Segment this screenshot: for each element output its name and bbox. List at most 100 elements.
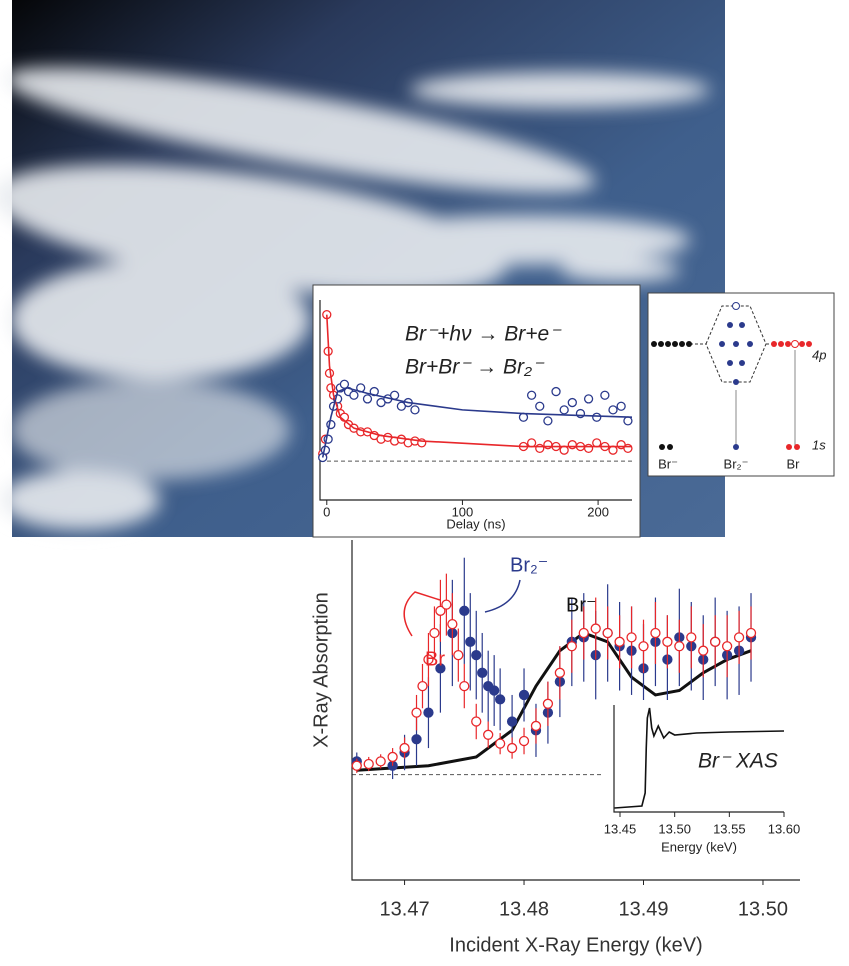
y-axis-label: X-Ray Absorption (310, 592, 332, 748)
data-point (459, 680, 470, 692)
orbital-label: 4p (812, 347, 826, 362)
data-point (616, 401, 626, 411)
data-point (710, 636, 721, 647)
data-point (506, 716, 518, 727)
data-point (551, 386, 561, 397)
data-point (733, 632, 745, 643)
data-point (483, 729, 494, 740)
data-point (554, 667, 566, 678)
data-point (608, 405, 618, 415)
data-point (349, 390, 359, 400)
fit-line (614, 707, 785, 809)
data-point (698, 645, 709, 656)
data-point (721, 641, 733, 652)
data-point (471, 716, 482, 727)
data-point (435, 663, 446, 674)
x-tick-label: 0 (323, 504, 330, 519)
data-point (542, 698, 554, 709)
axes (351, 540, 800, 881)
data-point (417, 680, 428, 692)
data-point (351, 760, 362, 771)
data-point (535, 401, 545, 411)
chart: 0 100 200 Delay (ns) Br⁻+hν → Br+e⁻ Br+Br⁻ → … (318, 300, 633, 531)
data-point (608, 445, 618, 455)
data-point (592, 438, 602, 448)
data-point (375, 756, 386, 767)
data-point (745, 627, 757, 639)
data-point (387, 751, 398, 763)
data-point (526, 390, 537, 400)
data-point (339, 379, 350, 389)
data-point (623, 443, 633, 454)
data-point (471, 649, 482, 661)
inset-background (602, 700, 802, 862)
level-label: Br₂⁻ (724, 456, 749, 471)
data-point (410, 405, 420, 415)
level-label: Br⁻ (658, 456, 678, 471)
arrow (403, 591, 441, 637)
data-point (592, 412, 602, 422)
data-point (567, 440, 577, 450)
data-point (453, 649, 464, 661)
data-point (614, 636, 625, 647)
data-point (567, 397, 577, 408)
data-point (590, 623, 601, 634)
x-tick-label: 13.49 (618, 898, 668, 920)
level-label: Br (787, 456, 801, 471)
data-point (441, 599, 452, 610)
data-point (583, 443, 594, 454)
data-point (650, 627, 661, 639)
chart: 13.45 13.50 13.55 13.60 Energy (keV) Br⁻ XAS (602, 700, 802, 862)
x-tick-label: 100 (452, 504, 474, 519)
fit-line (325, 314, 632, 448)
data-point (363, 758, 374, 770)
data-point (530, 720, 542, 732)
x-axis-label: Energy (keV) (661, 839, 737, 854)
data-point (435, 605, 446, 616)
data-point (518, 735, 530, 747)
x-tick-label: 13.45 (604, 821, 637, 836)
x-tick-label: 13.50 (658, 821, 691, 836)
chart: 13.47 13.48 13.49 13.50 Incident X-Ray Energ… (310, 540, 800, 956)
axes (319, 300, 632, 501)
data-point (583, 394, 594, 404)
data-point (623, 416, 633, 426)
data-point (602, 627, 613, 639)
data-point (389, 390, 400, 400)
data-point (543, 440, 553, 450)
data-point (459, 605, 470, 616)
x-tick-label: 13.48 (499, 898, 549, 920)
data-point (535, 443, 545, 454)
data-point (362, 394, 373, 404)
data-point (465, 636, 476, 647)
x-tick-label: 13.60 (768, 821, 801, 836)
data-point (399, 742, 410, 754)
x-tick-label: 13.55 (713, 821, 746, 836)
annotation: Br⁻ (566, 594, 597, 616)
data-point (674, 641, 685, 652)
annotation: Br⁻+hν → Br+e⁻ (405, 323, 562, 346)
x-axis-label: Incident X-Ray Energy (keV) (449, 934, 702, 956)
data-point (489, 685, 500, 696)
data-point (626, 632, 637, 643)
data-point (559, 445, 569, 455)
data-point (600, 390, 610, 400)
data-point (494, 738, 506, 749)
data-point (423, 707, 434, 718)
data-point (543, 416, 553, 426)
x-axis-label: Delay (ns) (446, 516, 505, 531)
data-point (686, 632, 697, 643)
data-point (518, 689, 530, 701)
data-point (411, 707, 422, 718)
data-point (662, 636, 673, 647)
annotation: Br+Br⁻ → Br₂⁻ (405, 356, 545, 379)
annotation: Br⁻ XAS (698, 750, 778, 773)
x-tick-label: 200 (587, 504, 609, 519)
axes (613, 705, 784, 813)
data-point (494, 694, 506, 705)
orbital-label: 1s (812, 437, 826, 452)
data-point (411, 734, 422, 745)
arrow (484, 579, 521, 613)
data-point (447, 618, 458, 630)
